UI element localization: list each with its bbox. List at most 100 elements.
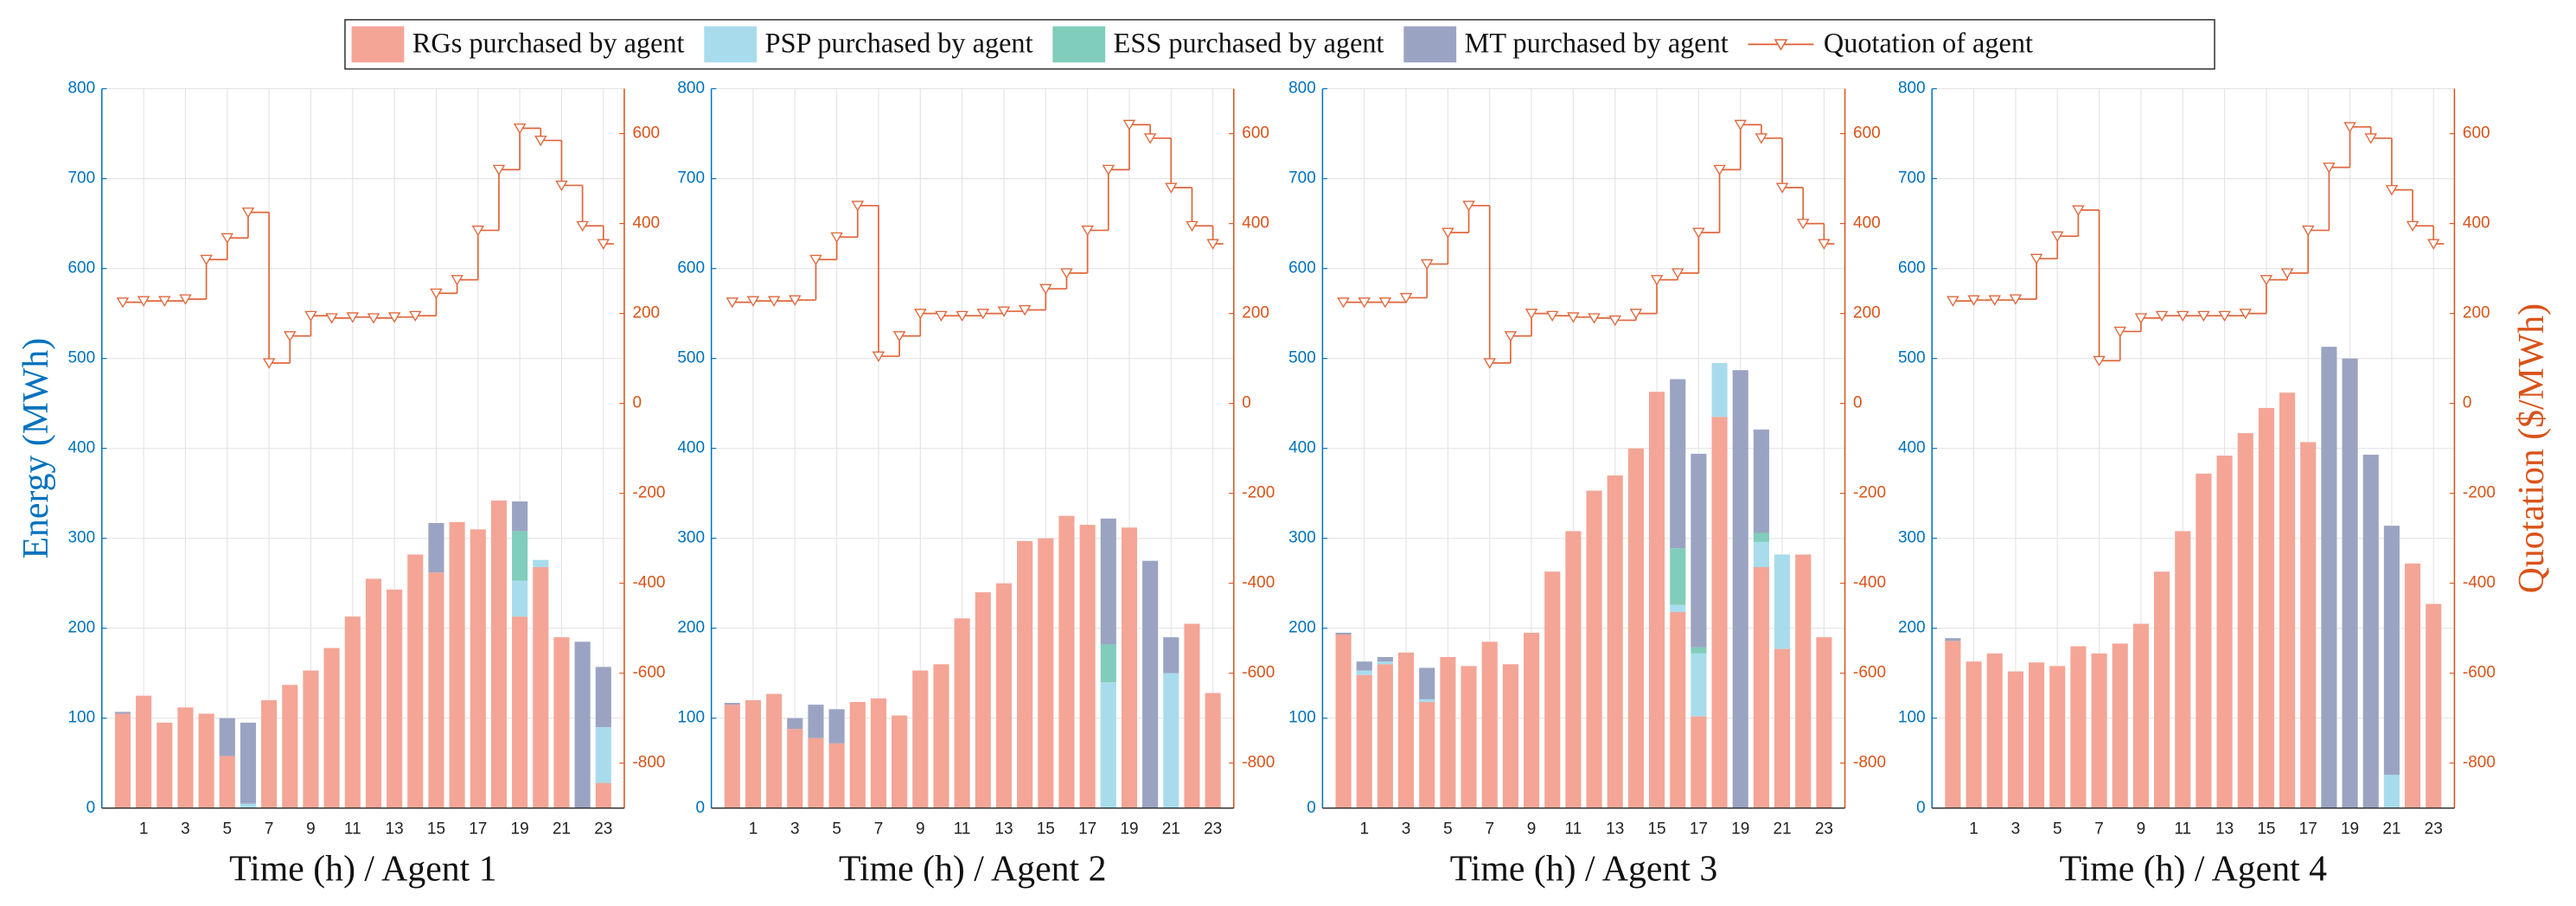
y-tick-label: 800: [68, 80, 96, 98]
y-tick-label: 600: [677, 259, 705, 278]
bar-segment: [1670, 611, 1686, 808]
y2-tick-label: 200: [632, 304, 660, 322]
bar-segment: [870, 698, 887, 808]
bar-segment: [1691, 453, 1707, 648]
y-tick-label: 500: [1288, 349, 1316, 367]
bar-segment: [177, 707, 194, 808]
x-tick-label: 7: [874, 820, 884, 838]
quotation-marker: [2323, 163, 2336, 174]
legend-label: PSP purchased by agent: [765, 28, 1033, 59]
x-tick-label: 21: [553, 820, 571, 838]
y-tick-label: 400: [1288, 439, 1316, 457]
quotation-marker: [914, 309, 927, 320]
bar-segment: [114, 713, 131, 808]
bar-segment: [470, 529, 486, 808]
x-tick-label: 21: [1773, 820, 1791, 838]
bar-segment: [1398, 652, 1415, 808]
y2-tick-label: -800: [2463, 754, 2496, 772]
bar-segment: [995, 583, 1013, 808]
bar-segment: [1377, 664, 1393, 808]
quotation-marker: [997, 306, 1011, 317]
bar-segment: [1142, 560, 1159, 808]
bar-segment: [2132, 623, 2149, 808]
bar-segment: [1648, 392, 1665, 808]
x-tick-label: 3: [790, 820, 800, 838]
bar-segment: [1523, 632, 1540, 808]
legend-swatch: [704, 26, 757, 63]
quotation-marker: [935, 310, 948, 322]
quotation-marker: [789, 295, 802, 306]
quotation-marker: [451, 275, 463, 286]
y-tick-label: 800: [1288, 80, 1316, 98]
quotation-marker: [767, 296, 781, 307]
quotation-marker: [325, 313, 338, 324]
bar-segment: [1163, 637, 1179, 673]
bar-segment: [1753, 566, 1769, 808]
quotation-marker: [367, 313, 380, 324]
bar-segment: [1163, 673, 1179, 808]
bar-segment: [1356, 674, 1372, 808]
bar-segment: [2405, 563, 2421, 808]
x-tick-label: 13: [1606, 820, 1624, 838]
bar-segment: [219, 718, 235, 756]
quotation-marker: [956, 310, 968, 322]
quotation-marker: [1039, 284, 1052, 295]
x-tick-label: 17: [2299, 820, 2317, 838]
quotation-marker: [1441, 227, 1454, 239]
y2-tick-label: 400: [1853, 214, 1881, 233]
quotation-marker: [1692, 227, 1705, 239]
x-tick-label: 19: [1731, 820, 1749, 838]
bar-segment: [787, 729, 803, 808]
quotation-marker: [284, 331, 297, 342]
y2-tick-label: 0: [632, 394, 642, 412]
bar-segment: [828, 743, 845, 808]
x-tick-label: 9: [1527, 820, 1537, 838]
y2-tick-label: 600: [2463, 124, 2490, 143]
x-axis-title: Time (h) / Agent 4: [2060, 849, 2328, 889]
bar-segment: [512, 616, 528, 808]
quotation-marker: [597, 239, 610, 250]
quotation-marker: [513, 123, 527, 135]
bar-segment: [323, 648, 340, 808]
quotation-marker: [409, 310, 422, 322]
quotation-marker: [137, 296, 150, 307]
bar-segment: [533, 566, 549, 808]
quotation-marker: [2302, 225, 2315, 237]
bar-segment: [344, 616, 361, 808]
quotation-marker: [2134, 313, 2148, 324]
quotation-marker: [872, 351, 885, 362]
y2-tick-label: -200: [1242, 484, 1275, 502]
bar-segment: [1356, 670, 1372, 675]
quotation-marker: [1713, 164, 1726, 176]
quotation-marker: [2280, 268, 2294, 279]
bar-segment: [533, 559, 549, 567]
quotation-marker: [1358, 297, 1371, 309]
x-tick-label: 5: [832, 820, 841, 838]
bar-segment: [1816, 637, 1832, 808]
y-tick-label: 0: [1916, 799, 1926, 817]
y-tick-label: 500: [677, 349, 705, 367]
quotation-marker: [2364, 133, 2377, 144]
legend-swatch: [1403, 26, 1457, 63]
bar-segment: [1502, 664, 1518, 808]
bar-segment: [1795, 554, 1812, 808]
bar-segment: [157, 722, 173, 808]
bar-segment: [1670, 604, 1686, 612]
quotation-marker: [1671, 268, 1684, 279]
y-tick-label: 100: [68, 709, 96, 727]
bar-segment: [136, 695, 152, 808]
quotation-marker: [492, 164, 506, 176]
y-tick-label: 500: [68, 349, 96, 367]
y2-tick-label: -400: [1853, 574, 1886, 592]
quotation-marker: [1504, 331, 1518, 342]
x-tick-label: 1: [1969, 820, 1978, 838]
quotation-marker: [2218, 310, 2231, 322]
quotation-marker: [1399, 292, 1413, 304]
bar-segment: [2070, 646, 2087, 808]
bar-segment: [1753, 429, 1769, 533]
bar-segment: [2007, 671, 2023, 808]
quotation-marker: [387, 312, 401, 323]
bar-segment: [2175, 531, 2191, 808]
legend-label: Quotation of agent: [1824, 28, 2033, 59]
bar-segment: [1356, 661, 1372, 671]
